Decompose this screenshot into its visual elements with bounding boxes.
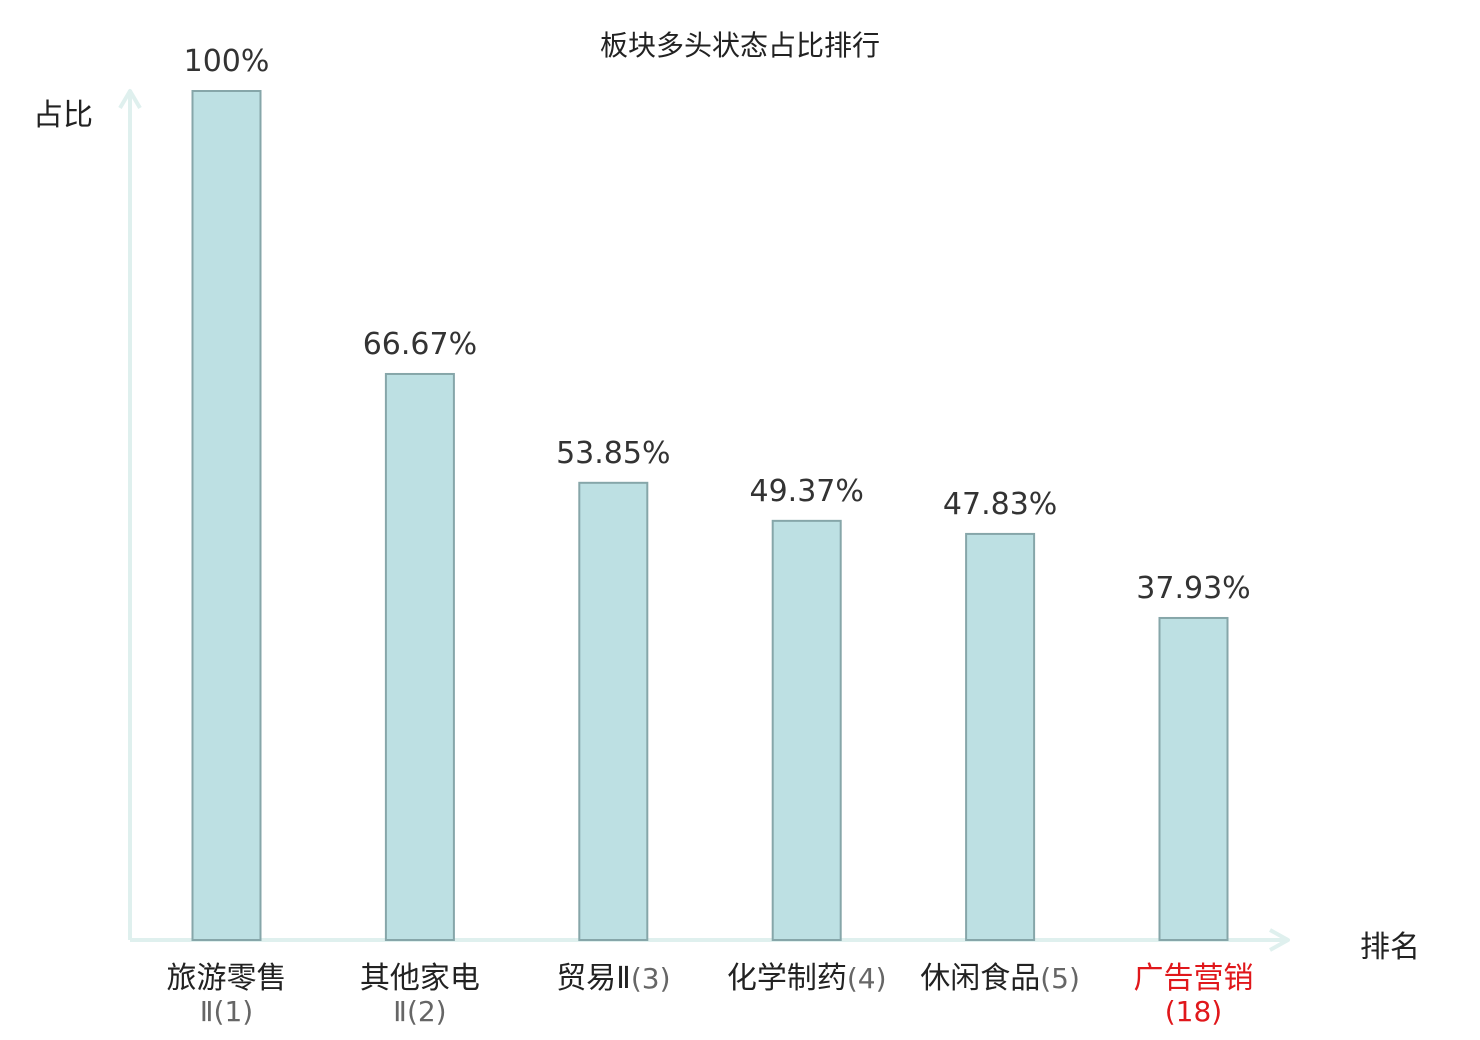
bar (965, 532, 1036, 941)
category-rank: Ⅱ(1) (199, 995, 254, 1028)
data-label: 47.83% (942, 486, 1058, 522)
category-name: 化学制药 (726, 961, 847, 996)
data-label: 100% (183, 44, 270, 79)
x-tick-label: 休闲食品(5) (900, 962, 1100, 995)
category-name: 休闲食品 (920, 961, 1041, 996)
bar (1158, 616, 1229, 941)
data-label: 49.37% (749, 473, 864, 509)
category-name: 旅游零售 (166, 961, 287, 996)
x-axis-label: 排名 (1360, 930, 1420, 965)
bar (191, 90, 262, 941)
bar (771, 519, 842, 941)
x-axis-arrow (1269, 928, 1290, 952)
data-label: 66.67% (362, 326, 478, 362)
category-name: 其他家电 (359, 961, 480, 996)
x-tick-label: 广告营销 (18) (1094, 962, 1294, 1028)
category-name: 贸易Ⅱ (556, 961, 631, 996)
data-label: 37.93% (1136, 570, 1251, 606)
category-name: 广告营销 (1133, 961, 1254, 996)
y-axis-arrow (118, 89, 142, 110)
y-axis-label: 占比 (33, 98, 93, 133)
category-rank: (4) (846, 962, 887, 995)
category-rank: (3) (630, 962, 671, 995)
category-rank: (5) (1040, 962, 1080, 995)
x-tick-label: 贸易Ⅱ(3) (513, 962, 713, 995)
chart-title: 板块多头状态占比排行 (599, 29, 880, 62)
x-tick-label: 旅游零售 Ⅱ(1) (127, 962, 327, 1028)
x-tick-label: 化学制药(4) (707, 962, 907, 995)
data-label: 53.85% (556, 435, 671, 471)
bar (578, 481, 649, 941)
bar (384, 372, 455, 942)
category-rank: (18) (1164, 995, 1223, 1028)
category-rank: Ⅱ(2) (393, 995, 447, 1028)
x-tick-label: 其他家电 Ⅱ(2) (320, 962, 520, 1028)
